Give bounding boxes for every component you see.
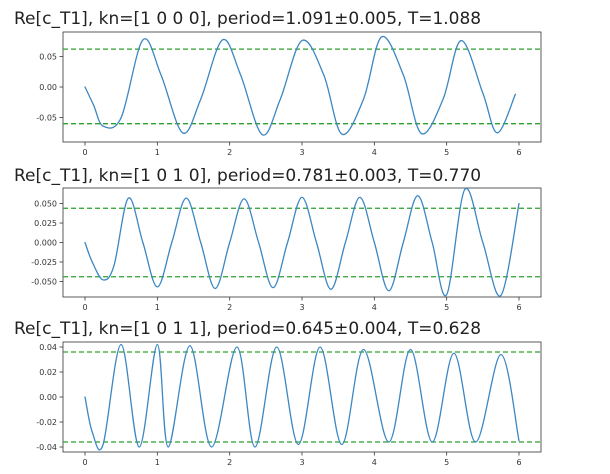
- x-tick-label: 5: [444, 148, 449, 157]
- subplot-1-axes-frame: [62, 31, 542, 143]
- y-tick-label: -0.05: [36, 114, 57, 123]
- x-tick-label: 1: [155, 148, 160, 157]
- y-tick-label: -0.025: [31, 258, 57, 267]
- x-tick-label: 0: [82, 148, 87, 157]
- y-tick-label: 0.025: [34, 219, 57, 228]
- subplot-1: Re[c_T1], kn=[1 0 0 0], period=1.091±0.0…: [14, 9, 542, 157]
- subplot-2-axes-frame: [62, 187, 542, 298]
- subplot-2-title: Re[c_T1], kn=[1 0 1 0], period=0.781±0.0…: [14, 166, 481, 186]
- x-tick-label: 0: [82, 303, 87, 312]
- series-line: [84, 187, 520, 297]
- x-tick-label: 2: [227, 458, 232, 467]
- y-tick-label: 0.050: [34, 200, 57, 209]
- y-tick-label: 0.02: [39, 368, 57, 377]
- x-tick-label: 5: [444, 303, 449, 312]
- subplot-3-title: Re[c_T1], kn=[1 0 1 1], period=0.645±0.0…: [14, 319, 481, 339]
- x-tick-label: 2: [227, 303, 232, 312]
- y-tick-label: 0.00: [39, 393, 57, 402]
- x-tick-label: 4: [372, 458, 377, 467]
- x-tick-label: 4: [372, 148, 377, 157]
- series-line: [84, 36, 517, 136]
- x-tick-label: 6: [516, 458, 521, 467]
- x-tick-label: 6: [516, 303, 521, 312]
- x-tick-label: 2: [227, 148, 232, 157]
- y-tick-label: 0.04: [39, 343, 57, 352]
- x-tick-label: 3: [299, 148, 304, 157]
- x-tick-label: 3: [299, 458, 304, 467]
- x-tick-label: 4: [372, 303, 377, 312]
- x-tick-label: 5: [444, 458, 449, 467]
- y-tick-label: 0.05: [39, 52, 57, 61]
- x-tick-label: 6: [516, 148, 521, 157]
- y-tick-label: 0.000: [34, 239, 57, 248]
- series-line: [84, 343, 520, 451]
- y-tick-label: -0.02: [36, 418, 57, 427]
- subplot-3: Re[c_T1], kn=[1 0 1 1], period=0.645±0.0…: [14, 319, 542, 467]
- y-tick-label: -0.050: [31, 277, 57, 286]
- x-tick-label: 3: [299, 303, 304, 312]
- subplot-1-title: Re[c_T1], kn=[1 0 0 0], period=1.091±0.0…: [14, 9, 481, 29]
- x-tick-label: 1: [155, 303, 160, 312]
- y-tick-label: -0.04: [36, 443, 57, 452]
- subplot-2: Re[c_T1], kn=[1 0 1 0], period=0.781±0.0…: [14, 166, 542, 312]
- x-tick-label: 0: [82, 458, 87, 467]
- x-tick-label: 1: [155, 458, 160, 467]
- y-tick-label: 0.00: [39, 83, 57, 92]
